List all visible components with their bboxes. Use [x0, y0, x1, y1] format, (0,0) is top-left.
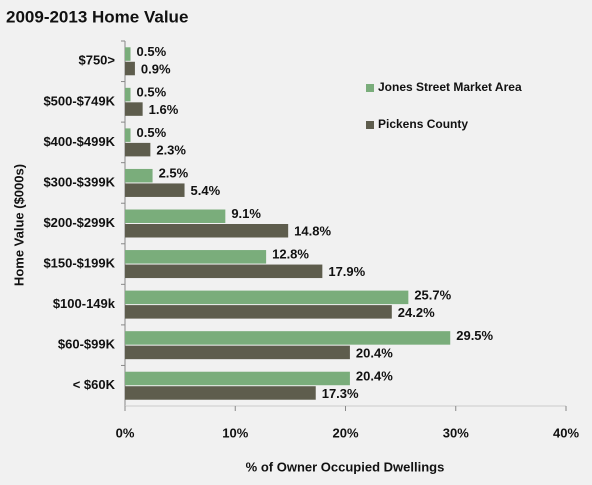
value-label: 29.5%	[456, 328, 493, 343]
bar	[125, 264, 323, 279]
bar	[125, 61, 135, 76]
value-label: 24.2%	[398, 305, 435, 320]
y-tick-label: < $60K	[73, 377, 116, 392]
value-label: 1.6%	[149, 102, 179, 117]
bar	[125, 386, 316, 400]
bar	[125, 87, 131, 102]
bar	[125, 290, 409, 305]
bar	[125, 168, 153, 183]
y-tick-label: $150-$199K	[43, 255, 115, 270]
value-label: 9.1%	[231, 206, 261, 221]
legend-swatch	[366, 84, 374, 92]
y-tick-label: $100-149k	[53, 296, 116, 311]
value-label: 17.3%	[322, 386, 359, 401]
legend-label: Pickens County	[378, 117, 468, 131]
y-tick-label: $400-$499K	[43, 134, 115, 149]
y-tick-label: $300-$399K	[43, 174, 115, 189]
value-label: 17.9%	[328, 264, 365, 279]
y-tick-label: $200-$299K	[43, 215, 115, 230]
value-label: 0.9%	[141, 61, 171, 76]
x-tick-label: 30%	[443, 425, 469, 440]
y-axis-label: Home Value ($000s)	[11, 164, 26, 286]
value-label: 0.5%	[137, 125, 167, 140]
bar	[125, 209, 226, 223]
y-tick-label: $60-$99K	[58, 337, 116, 352]
bar	[125, 224, 289, 238]
y-tick-label: $750>	[78, 53, 115, 68]
bar	[125, 47, 131, 61]
bar	[125, 128, 131, 142]
value-label: 20.4%	[356, 345, 393, 360]
value-label: 12.8%	[272, 247, 309, 262]
x-tick-label: 20%	[332, 425, 358, 440]
x-axis-label: % of Owner Occupied Dwellings	[246, 459, 445, 474]
x-tick-label: 10%	[222, 425, 248, 440]
bar	[125, 102, 143, 116]
value-label: 2.5%	[159, 166, 189, 181]
bar	[125, 371, 350, 386]
value-label: 20.4%	[356, 368, 393, 383]
legend-swatch	[366, 121, 374, 129]
x-tick-label: 40%	[553, 425, 579, 440]
bar	[125, 250, 267, 264]
bar	[125, 142, 151, 157]
value-label: 5.4%	[191, 183, 221, 198]
chart-title: 2009-2013 Home Value	[6, 7, 188, 26]
bar	[125, 183, 185, 197]
y-tick-label: $500-$749K	[43, 93, 115, 108]
legend-label: Jones Street Market Area	[378, 80, 522, 94]
value-label: 0.5%	[137, 85, 167, 100]
value-label: 0.5%	[137, 44, 167, 59]
value-label: 2.3%	[156, 143, 186, 158]
bar	[125, 331, 451, 345]
value-label: 25.7%	[414, 287, 451, 302]
x-tick-label: 0%	[116, 425, 135, 440]
value-label: 14.8%	[294, 224, 331, 239]
bar	[125, 305, 392, 319]
bar	[125, 345, 350, 360]
